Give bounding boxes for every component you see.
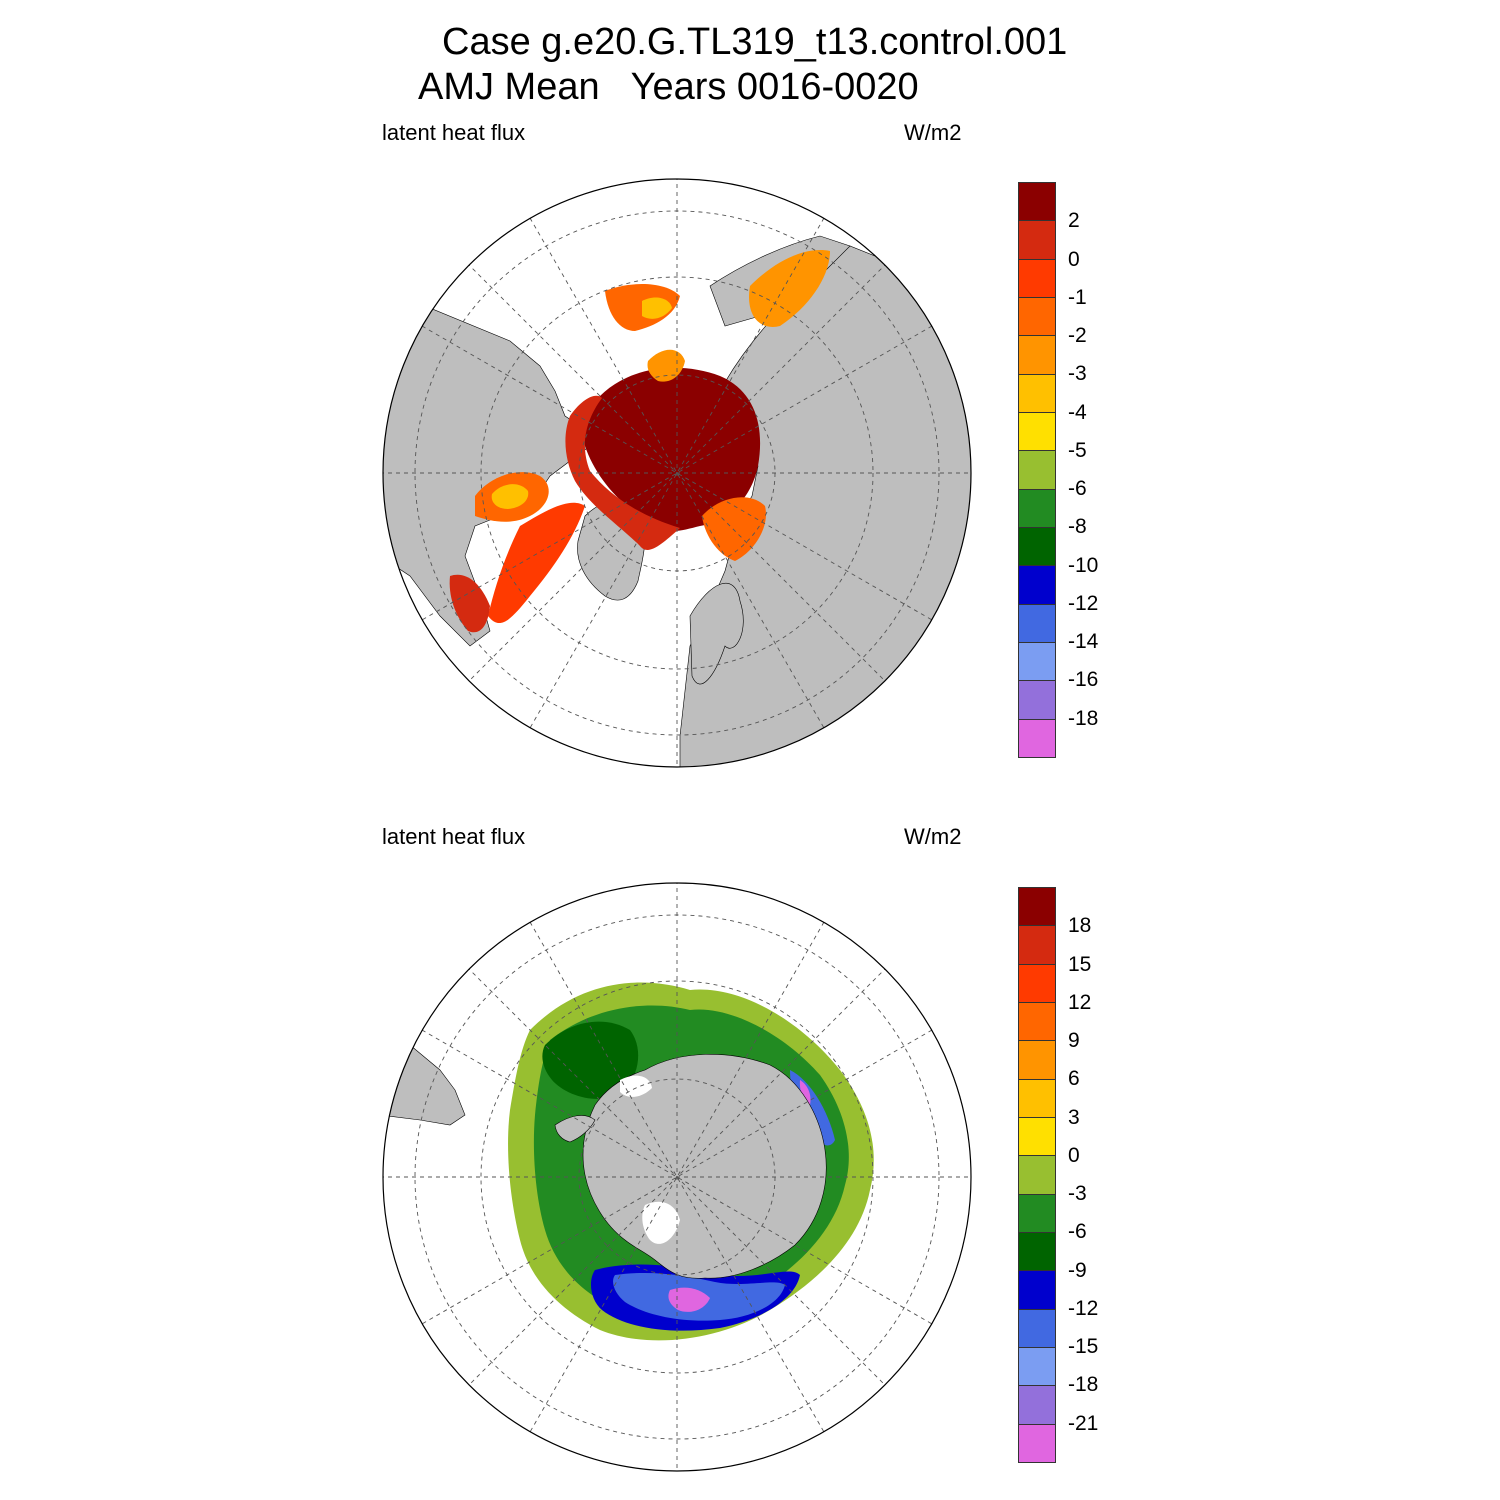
colorbar-swatch xyxy=(1019,642,1055,682)
colorbar-swatch xyxy=(1019,1041,1055,1080)
colorbar-swatch xyxy=(1019,1117,1055,1157)
arctic-polar-map xyxy=(382,178,972,768)
figure-title-case: Case g.e20.G.TL319_t13.control.001 xyxy=(442,21,1068,63)
colorbar-tick-label: -1 xyxy=(1068,285,1087,309)
colorbar-swatch xyxy=(1019,926,1055,965)
colorbar-swatch xyxy=(1019,489,1055,528)
colorbar-tick-label: -6 xyxy=(1068,1220,1087,1244)
colorbar-tick-label: 6 xyxy=(1068,1067,1080,1091)
colorbar-swatch xyxy=(1019,1194,1055,1233)
colorbar-swatch xyxy=(1019,183,1055,222)
colorbar-tick-label: 18 xyxy=(1068,914,1092,938)
okhotsk-band xyxy=(749,250,830,327)
colorbar-tick-label: -14 xyxy=(1068,630,1099,654)
labrador-band xyxy=(449,574,490,633)
colorbar-swatch xyxy=(1019,1156,1055,1195)
colorbar-swatch xyxy=(1019,1309,1055,1348)
colorbar-tick-label: 9 xyxy=(1068,1029,1080,1053)
map-boundary xyxy=(382,178,972,768)
colorbar-swatch xyxy=(1019,1424,1055,1462)
colorbar-swatch xyxy=(1019,259,1055,298)
colorbar-swatch xyxy=(1019,888,1055,927)
colorbar-tick-label: -4 xyxy=(1068,400,1087,424)
colorbar-tick-label: -18 xyxy=(1068,706,1099,730)
colorbar-tick-label: -8 xyxy=(1068,515,1087,539)
colorbar-tick-label: -15 xyxy=(1068,1335,1099,1359)
colorbar-swatch xyxy=(1019,451,1055,490)
colorbar-swatch xyxy=(1019,566,1055,605)
colorbar-swatch xyxy=(1019,527,1055,567)
antarctic-polar-map xyxy=(382,882,972,1472)
colorbar-swatch xyxy=(1019,719,1055,757)
colorbar-tick-label: -3 xyxy=(1068,362,1087,386)
colorbar-swatch xyxy=(1019,964,1055,1003)
colorbar-south xyxy=(1018,887,1056,1463)
colorbar-tick-label: 3 xyxy=(1068,1105,1080,1129)
panel-south-units-label: W/m2 xyxy=(904,824,962,849)
ross-sea-pink xyxy=(668,1287,710,1312)
colorbar-tick-label: -10 xyxy=(1068,553,1099,577)
panel-north-units-label: W/m2 xyxy=(904,120,962,145)
barents-band xyxy=(702,497,766,561)
ross-ice-shelf xyxy=(642,1201,680,1244)
colorbar-north xyxy=(1018,182,1056,758)
east-antarctic-pink xyxy=(799,1080,811,1105)
colorbar-tick-label: -16 xyxy=(1068,668,1099,692)
baffin-band-inner xyxy=(491,484,529,509)
colorbar-tick-label: 15 xyxy=(1068,952,1092,976)
colorbar-tick-label: -5 xyxy=(1068,438,1087,462)
colorbar-tick-label: 0 xyxy=(1068,1143,1080,1167)
colorbar-tick-label: -6 xyxy=(1068,477,1087,501)
colorbar-tick-label: -12 xyxy=(1068,591,1099,615)
colorbar-swatch xyxy=(1019,1002,1055,1042)
colorbar-tick-label: 2 xyxy=(1068,209,1080,233)
colorbar-swatch xyxy=(1019,336,1055,375)
arctic-ice-core xyxy=(582,367,761,531)
colorbar-tick-label: -3 xyxy=(1068,1182,1087,1206)
colorbar-swatch xyxy=(1019,1271,1055,1310)
colorbar-tick-label: -18 xyxy=(1068,1373,1099,1397)
colorbar-tick-label: -9 xyxy=(1068,1258,1087,1282)
colorbar-swatch xyxy=(1019,221,1055,260)
colorbar-swatch xyxy=(1019,374,1055,413)
bering-band-inner xyxy=(642,297,672,319)
colorbar-swatch xyxy=(1019,297,1055,337)
land-antarctic-peninsula xyxy=(554,1115,596,1143)
colorbar-swatch xyxy=(1019,1347,1055,1387)
colorbar-swatch xyxy=(1019,604,1055,643)
hudson-band xyxy=(488,502,585,624)
colorbar-swatch xyxy=(1019,412,1055,452)
colorbar-tick-label: 12 xyxy=(1068,990,1092,1014)
colorbar-swatch xyxy=(1019,1079,1055,1118)
colorbar-tick-label: -2 xyxy=(1068,324,1087,348)
figure-title-period: AMJ Mean Years 0016-0020 xyxy=(418,66,919,108)
colorbar-swatch xyxy=(1019,1386,1055,1425)
colorbar-tick-label: 0 xyxy=(1068,247,1080,271)
colorbar-tick-label: -12 xyxy=(1068,1296,1099,1320)
panel-north-left-label: latent heat flux xyxy=(382,120,526,145)
land-scandinavia xyxy=(689,582,744,685)
chukchi-band xyxy=(647,349,685,382)
colorbar-swatch xyxy=(1019,1232,1055,1272)
map-boundary xyxy=(382,882,972,1472)
weddell-dark-green xyxy=(542,1021,639,1100)
graticule xyxy=(383,179,971,767)
colorbar-swatch xyxy=(1019,681,1055,720)
colorbar-tick-label: -21 xyxy=(1068,1411,1099,1435)
graticule xyxy=(383,883,971,1471)
panel-south-left-label: latent heat flux xyxy=(382,824,526,849)
